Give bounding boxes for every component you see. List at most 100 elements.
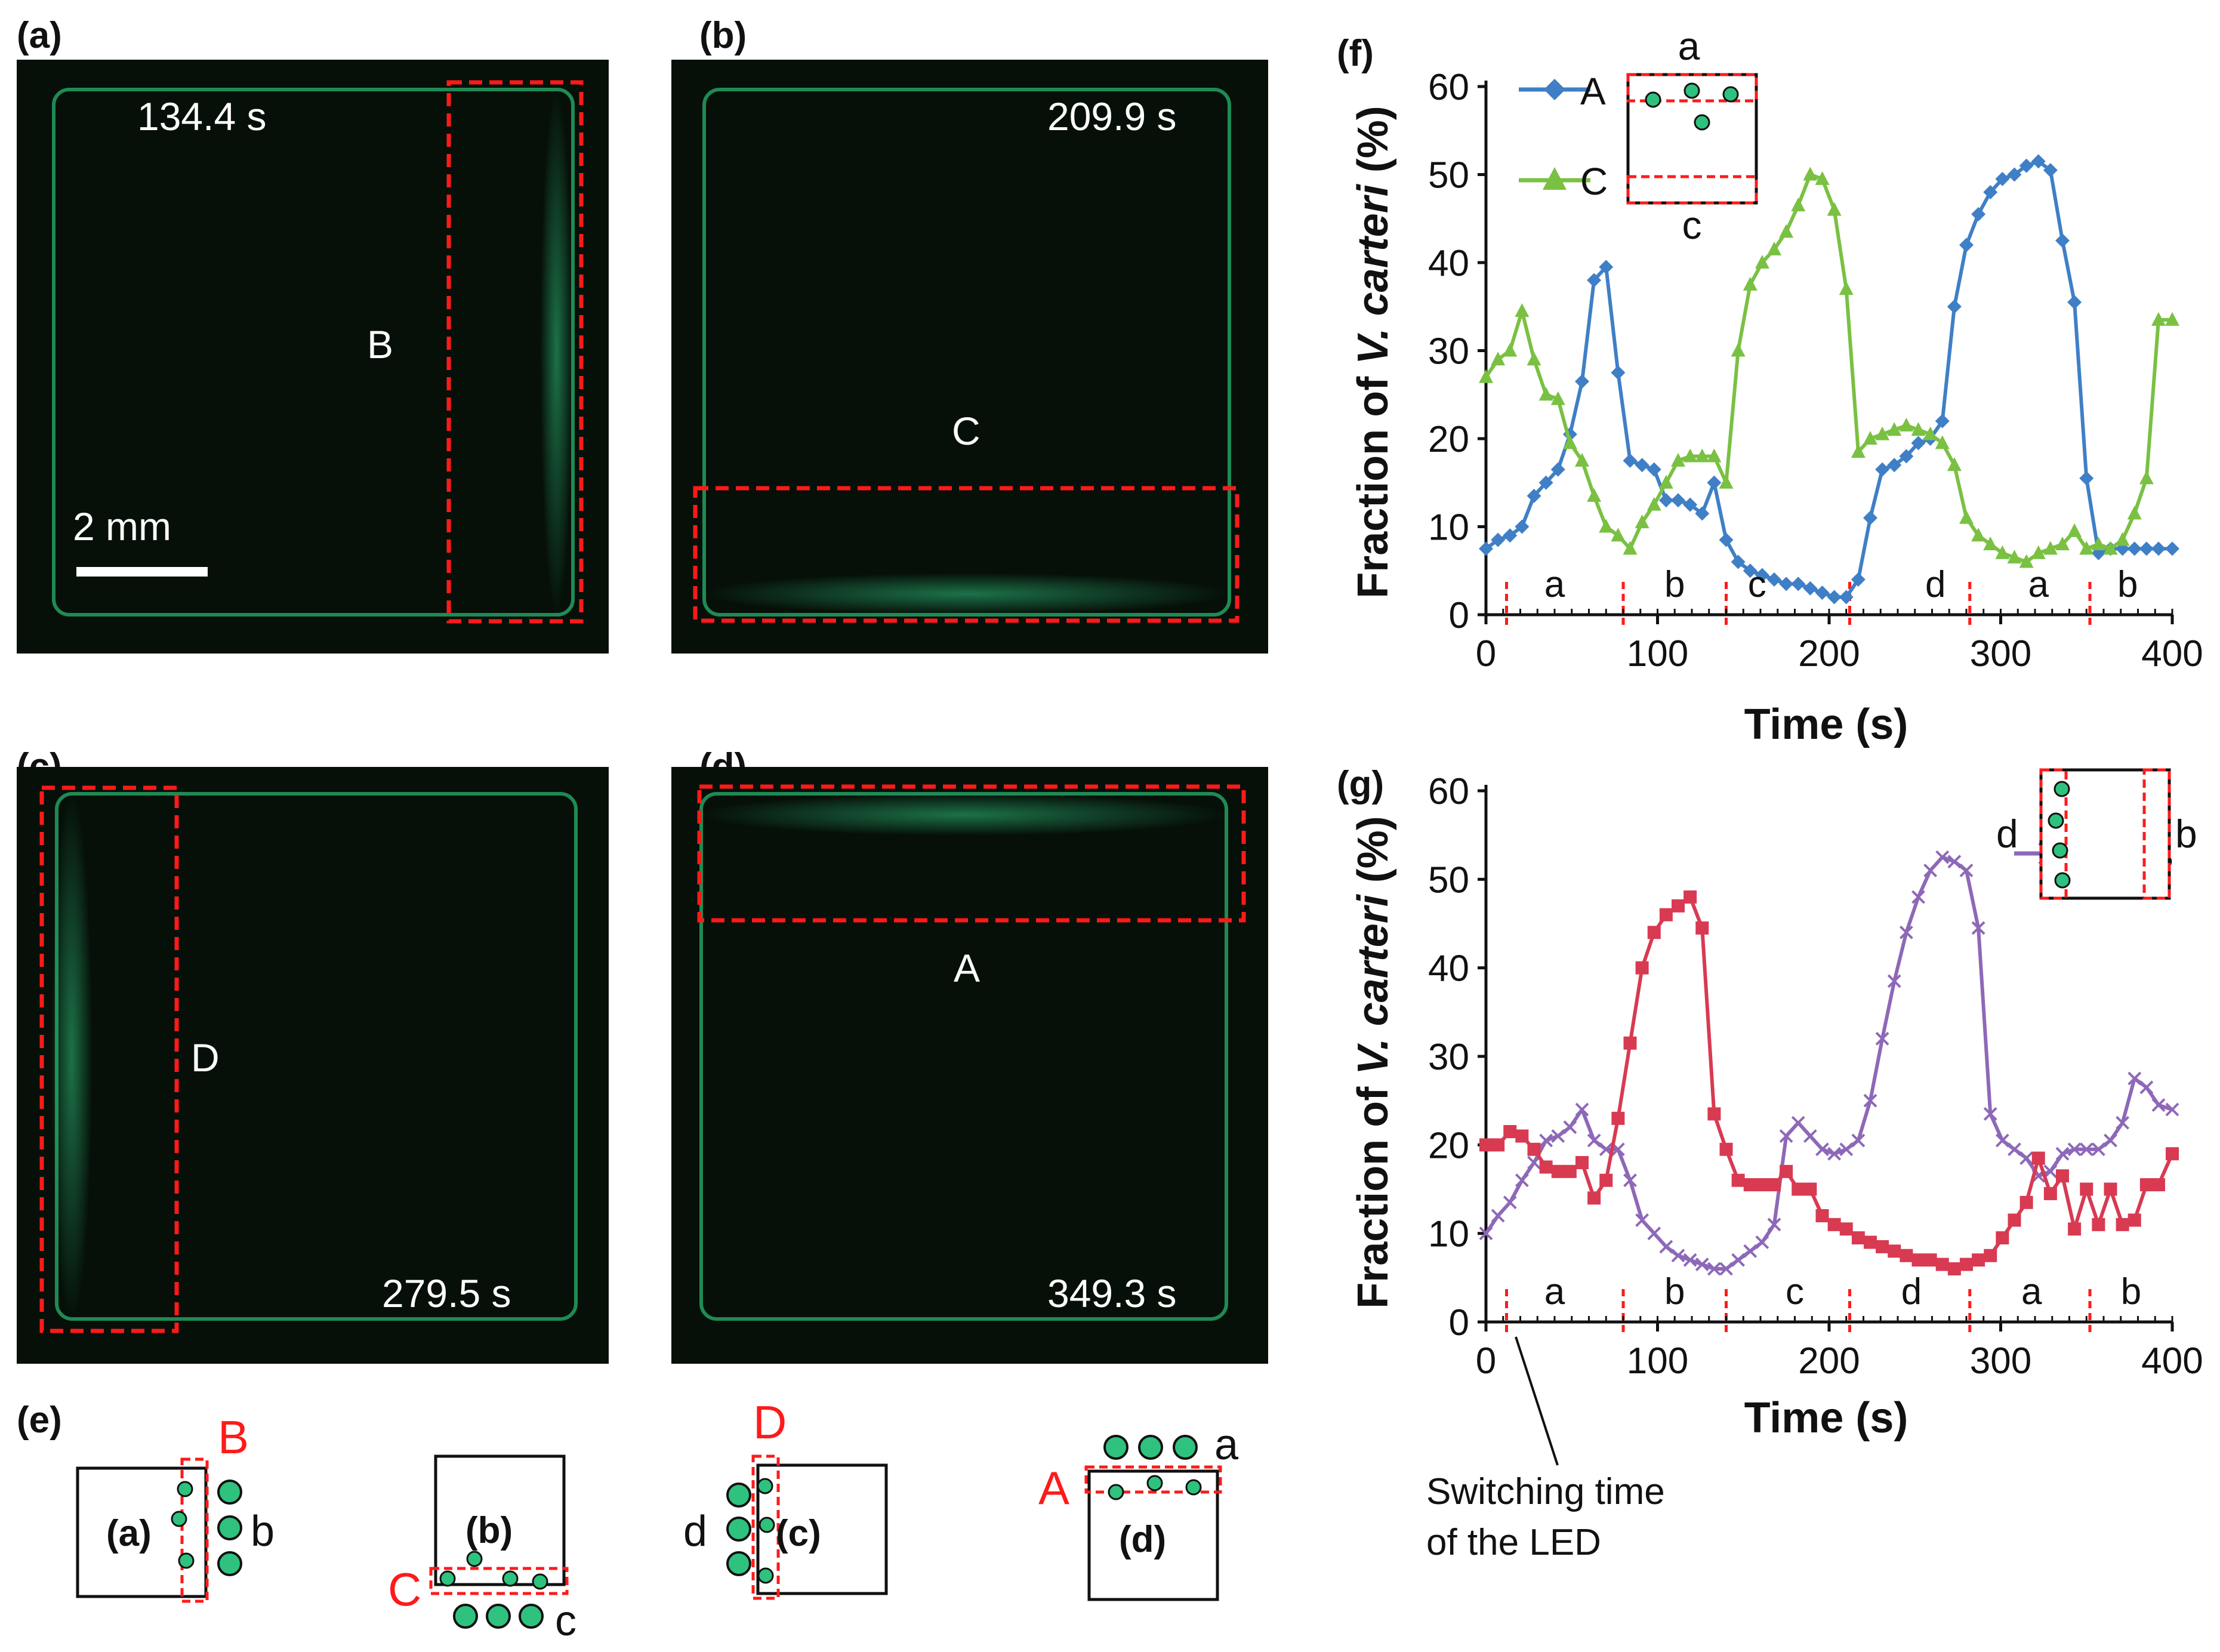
data-point-d: [1527, 1155, 1541, 1170]
data-point-b: [1695, 921, 1709, 935]
inset-f-bottom-label: c: [1682, 203, 1702, 247]
data-point-c: [2019, 554, 2034, 568]
phase-label: a: [1544, 564, 1565, 605]
data-point-a: [2139, 541, 2154, 556]
schematic-led-label-b: b: [251, 1508, 275, 1555]
cell-dot: [758, 1517, 775, 1533]
data-point-c: [1983, 537, 1998, 550]
data-point-d: [2043, 1164, 2058, 1179]
legend-label-a: A: [1580, 70, 1606, 113]
panel-f-label: (f): [1337, 33, 1374, 74]
cell-dot: [171, 1511, 187, 1527]
schematic-a: B (a) b: [76, 1411, 275, 1603]
data-point-a: [1635, 458, 1649, 473]
data-point-a: [1791, 577, 1806, 591]
data-point-d: [2165, 1102, 2179, 1117]
data-point-d: [1935, 850, 1950, 864]
led-dot: [726, 1483, 751, 1508]
data-point-a: [1743, 563, 1758, 578]
data-point-c: [2031, 545, 2046, 559]
data-point-d: [1659, 1240, 1673, 1254]
data-point-b: [1611, 1111, 1625, 1125]
data-point-d: [1563, 1120, 1577, 1135]
data-point-d: [1695, 1258, 1709, 1271]
data-point-b: [1876, 1240, 1889, 1253]
data-point-a: [1623, 453, 1638, 468]
y-tick-label: 30: [1428, 331, 1469, 372]
cell-dot: [2054, 781, 2070, 797]
data-point-a: [1971, 207, 1986, 221]
x-tick-label: 100: [1627, 1340, 1688, 1382]
y-tick-label: 0: [1449, 1302, 1469, 1343]
x-tick-label: 0: [1476, 633, 1496, 674]
data-point-c: [1599, 519, 1614, 533]
region-label-a: A: [954, 946, 980, 990]
led-dot: [519, 1604, 544, 1629]
data-point-a: [1863, 510, 1877, 525]
data-point-a: [1503, 528, 1518, 543]
legend-label-c: C: [1580, 160, 1608, 203]
schematic-region-label-c: C: [388, 1563, 421, 1616]
micrograph-c: [17, 767, 609, 1364]
data-point-a: [2151, 541, 2166, 556]
phase-label: b: [2117, 564, 2138, 605]
data-point-b: [1996, 1231, 2009, 1245]
data-point-a: [1515, 519, 1530, 534]
data-point-b: [1503, 1125, 1517, 1139]
data-point-a: [2165, 541, 2179, 556]
panel-b-label: (b): [699, 15, 747, 56]
cell-dot: [1645, 91, 1661, 108]
data-point-a: [1815, 585, 1830, 600]
data-point-c: [1887, 422, 1902, 436]
data-point-d: [1899, 925, 1913, 939]
data-point-d: [1707, 1262, 1721, 1276]
data-point-c: [1683, 448, 1698, 463]
data-point-d: [1587, 1133, 1601, 1148]
x-tick-label: 400: [2141, 1340, 2203, 1382]
schematic-chamber-b: [434, 1454, 566, 1586]
schematic-chamber-c: [756, 1463, 888, 1595]
data-point-d: [1647, 1226, 1661, 1241]
schematic-inner-label-b: (b): [465, 1510, 513, 1551]
data-point-d: [2139, 1080, 2154, 1095]
chart-f: (f) Fraction of V. carteri (%) 0 10 20 30 40…: [1337, 24, 2203, 748]
data-point-b: [1888, 1244, 1901, 1258]
data-point-a: [1803, 581, 1818, 596]
cell-dot: [1185, 1479, 1202, 1496]
region-label-b: B: [367, 322, 393, 366]
data-point-b: [1647, 926, 1661, 939]
data-point-c: [1671, 452, 1685, 467]
data-point-d: [2151, 1098, 2166, 1112]
data-point-b: [1768, 1178, 1781, 1192]
data-point-c: [1815, 171, 1830, 185]
data-point-d: [1923, 864, 1938, 877]
phase-label: a: [2028, 564, 2049, 605]
y-tick-label: 20: [1428, 419, 1469, 460]
data-point-c: [1635, 514, 1649, 529]
data-point-c: [2139, 470, 2154, 485]
cell-dot: [1684, 82, 1700, 99]
data-point-c: [2079, 541, 2094, 555]
cell-dot: [1694, 114, 1710, 131]
x-tick-label: 300: [1970, 633, 2031, 674]
data-point-d: [2079, 1142, 2093, 1157]
cell-dot: [502, 1570, 519, 1587]
data-point-d: [1959, 864, 1974, 877]
data-point-d: [1791, 1115, 1805, 1130]
data-point-b: [1972, 1253, 1985, 1267]
data-point-b: [1731, 1173, 1745, 1187]
data-point-d: [2008, 1142, 2021, 1157]
data-point-c: [2055, 537, 2070, 550]
data-point-c: [1646, 497, 1661, 511]
data-point-c: [2115, 532, 2130, 546]
data-point-d: [1683, 1253, 1697, 1267]
data-point-c: [1562, 435, 1577, 449]
schematic-inner-label-a: (a): [106, 1513, 152, 1554]
schematic-d: A (d) a: [1038, 1421, 1239, 1601]
data-point-a: [1719, 532, 1734, 547]
data-point-d: [2019, 1151, 2034, 1165]
inset-f-top-label: a: [1678, 24, 1700, 68]
data-point-b: [1623, 1036, 1637, 1050]
data-point-c: [1658, 474, 1673, 489]
data-point-c: [1707, 448, 1722, 463]
